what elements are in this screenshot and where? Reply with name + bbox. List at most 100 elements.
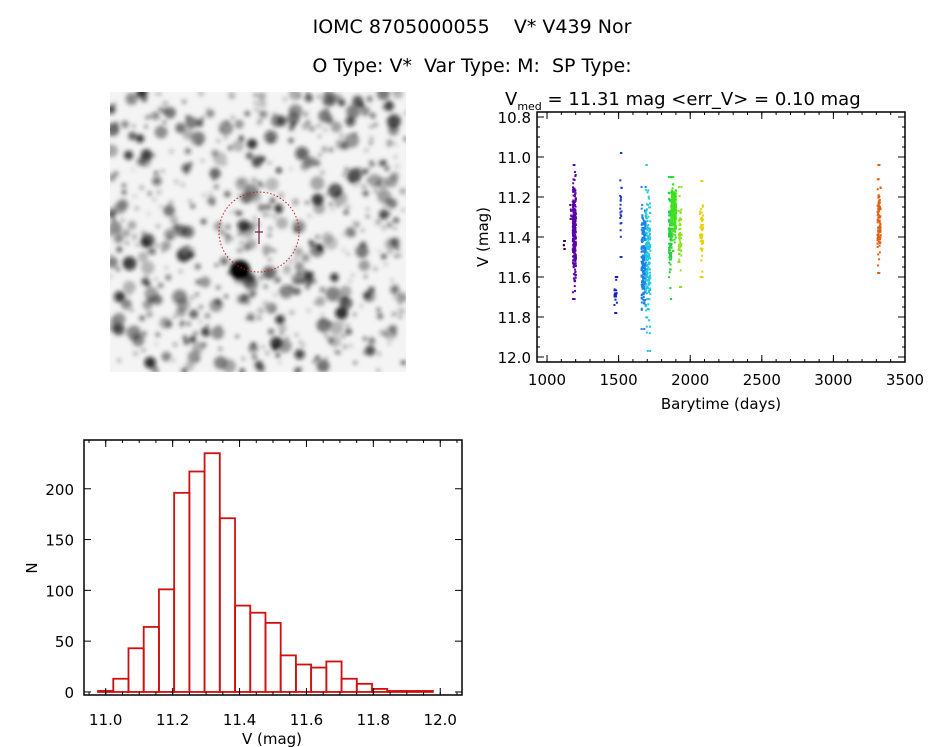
x-tick-label: 3000 [814,371,852,389]
data-point [573,187,576,190]
data-point [572,255,575,258]
y-tick-label: 10.8 [498,109,531,127]
data-point [640,239,643,242]
data-point [674,216,677,219]
data-point [672,230,675,233]
data-point [699,240,702,243]
data-point [572,298,575,300]
histogram-bar [325,660,343,693]
data-point [699,210,702,213]
data-point [877,220,880,223]
data-point [672,203,675,206]
data-point [671,190,674,193]
data-point [648,234,651,237]
data-point [674,201,677,204]
data-point [649,325,652,328]
data-point [646,297,649,300]
data-point [680,186,683,188]
data-point [563,248,566,250]
data-point [672,221,675,224]
data-point [572,178,575,181]
data-point [619,207,622,210]
data-point [677,249,680,252]
data-point [644,291,647,294]
plot-frame [536,111,906,363]
data-point [670,222,673,225]
data-point [646,279,649,282]
data-point [646,247,649,250]
data-point [877,207,880,210]
data-point [671,228,674,231]
data-point [572,218,575,221]
data-point [877,208,880,211]
data-point [641,217,644,220]
data-point [646,243,649,246]
data-point [669,211,672,214]
histogram-bar [416,690,434,693]
data-point [876,246,879,249]
data-point [619,211,622,214]
data-point [649,292,652,295]
data-point [647,237,650,240]
data-point [645,208,648,211]
data-point [699,226,702,229]
data-point [677,209,680,212]
data-point [879,226,882,229]
data-point [645,232,648,235]
data-point [641,214,644,217]
data-point [640,296,643,299]
data-point [641,226,644,229]
data-point [670,236,673,239]
data-point [669,235,672,238]
data-point [669,298,672,300]
data-point [680,254,683,257]
data-point [574,222,577,225]
data-point [572,201,575,204]
histogram-bar [127,647,145,693]
data-point [649,281,652,284]
data-point [670,251,673,254]
data-point [877,205,880,208]
data-point [671,239,674,242]
data-point [674,205,677,208]
data-point [670,217,673,220]
data-point [642,296,645,299]
data-point [679,244,682,247]
data-point [615,278,618,281]
data-point [573,171,576,174]
data-point [647,261,650,264]
data-point [669,238,672,241]
data-point [646,287,649,290]
data-point [616,276,619,278]
data-point [615,292,618,295]
data-point [571,221,574,224]
data-point [647,268,650,271]
data-point [672,176,675,178]
data-point [678,236,681,239]
data-point [671,212,674,215]
data-point [647,303,650,306]
data-point [619,203,622,206]
data-point [679,231,682,234]
data-point [571,230,574,233]
data-point [674,236,677,239]
data-point [641,270,644,273]
data-point [572,239,575,242]
data-point [674,215,677,218]
data-point [879,222,882,225]
data-point [644,222,647,225]
data-point [572,273,575,276]
data-point [647,289,650,292]
data-point [673,193,676,196]
data-point [648,256,651,259]
data-point [574,257,577,260]
data-point [572,199,575,202]
histogram-bar [142,626,160,693]
y-tick-label: 150 [45,532,74,550]
data-point [678,218,681,221]
data-point [678,253,681,256]
data-point [671,191,674,194]
data-point [668,245,671,248]
data-point [878,210,881,213]
data-point [641,264,644,267]
